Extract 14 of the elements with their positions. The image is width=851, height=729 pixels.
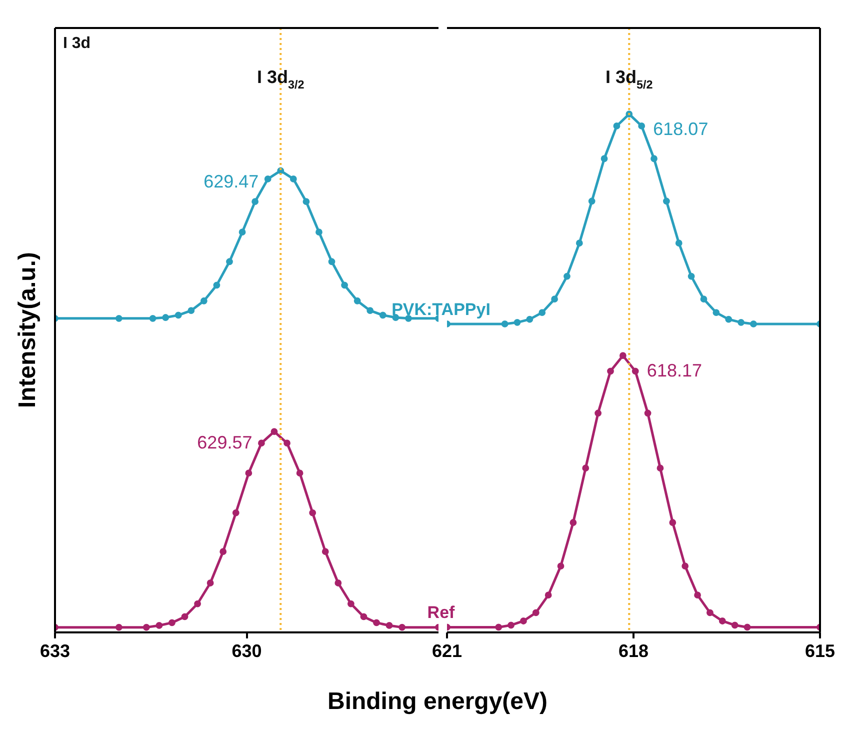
x-tick-label: 618	[618, 641, 649, 662]
series-label: Ref	[427, 603, 455, 624]
annotation: 618.07	[653, 119, 708, 140]
text: I 3d	[63, 35, 91, 52]
annotation: 629.57	[197, 432, 252, 453]
series-label: PVK:TAPPyI	[392, 300, 490, 320]
x-tick-label: 621	[432, 641, 462, 662]
annotation: 629.47	[204, 172, 259, 192]
x-tick-label: 630	[232, 641, 262, 662]
x-tick-label: 633	[40, 641, 70, 662]
y-axis-title: Intensity(a.u.)	[14, 252, 42, 408]
x-tick-label: 615	[804, 641, 836, 662]
annotation: 618.17	[646, 360, 702, 381]
x-axis-title: Binding energy(eV)	[326, 688, 549, 716]
